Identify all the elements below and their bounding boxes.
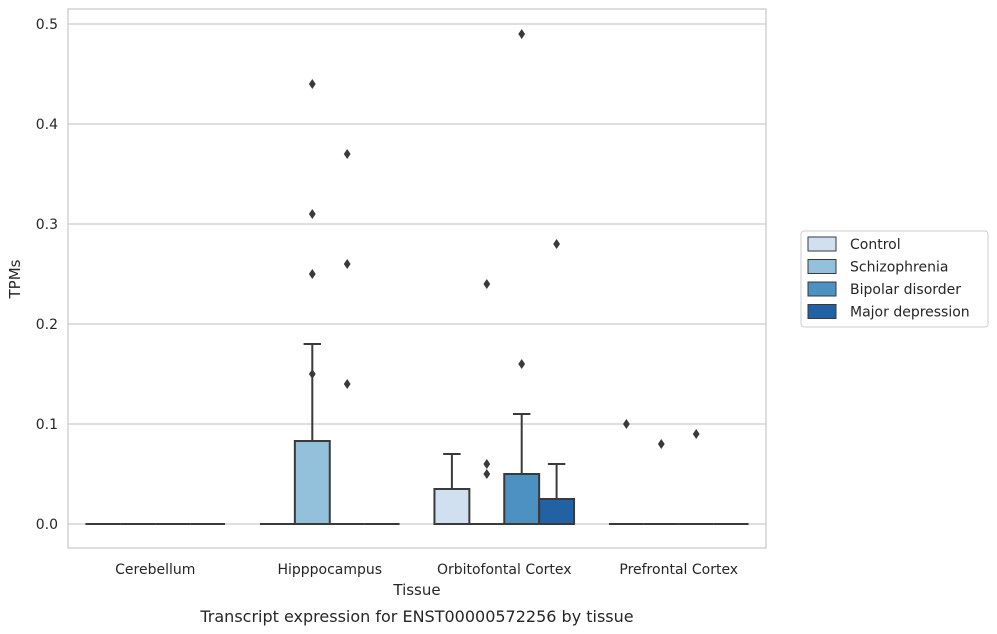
outlier-point [343, 149, 351, 159]
box [503, 473, 541, 525]
outlier-point [518, 359, 526, 369]
legend-items: Control Schizophrenia Bipolar disorder Majo… [807, 236, 970, 321]
y-tick-labels: 0.0 0.1 0.2 0.3 0.4 0.5 [36, 17, 58, 533]
outlier-point [308, 209, 316, 219]
outlier-point [343, 379, 351, 389]
outlier-point [308, 79, 316, 89]
outlier-point [343, 259, 351, 269]
plot-frame [67, 8, 767, 549]
legend-swatch [807, 236, 837, 252]
boxes [85, 29, 749, 525]
x-tick-labels: Cerebellum Hipppocampus Orbitofontal Corte… [115, 562, 738, 578]
legend-label: Major depression [850, 305, 970, 321]
y-tick-label: 0.2 [36, 317, 58, 333]
outlier-point [657, 439, 665, 449]
box-group [678, 429, 714, 525]
legend-label: Schizophrenia [850, 260, 948, 276]
outlier-point [308, 269, 316, 279]
outlier-point [483, 469, 491, 479]
y-tick-label: 0.0 [36, 517, 58, 533]
legend-swatch [807, 259, 837, 274]
x-tick-label: Cerebellum [115, 562, 195, 578]
box [538, 498, 576, 525]
box-group [538, 239, 576, 525]
box-group [469, 279, 505, 525]
y-axis-label: TPMs [6, 259, 24, 299]
legend-swatch [807, 281, 837, 297]
legend: Control Schizophrenia Bipolar disorder Majo… [800, 230, 989, 328]
outlier-point [483, 279, 491, 289]
legend-swatch [807, 304, 837, 319]
outlier-point [623, 419, 630, 429]
outlier-point [518, 29, 526, 39]
box-group [293, 79, 331, 525]
box-group [503, 29, 541, 525]
legend-label: Control [850, 237, 901, 253]
legend-frame [800, 230, 989, 328]
y-tick-label: 0.3 [36, 217, 58, 233]
box [293, 440, 331, 525]
box-group [643, 439, 679, 525]
box-group [608, 419, 644, 525]
x-axis-label: Tissue [392, 581, 440, 599]
y-tick-label: 0.5 [36, 17, 58, 33]
outlier-point [483, 459, 491, 469]
y-tick-label: 0.4 [36, 117, 58, 133]
outlier-point [553, 239, 560, 249]
box-group [433, 453, 471, 525]
box [433, 488, 471, 525]
outlier-point [692, 429, 700, 439]
legend-label: Bipolar disorder [850, 282, 961, 298]
box-group [329, 149, 365, 525]
chart-caption: Transcript expression for ENST0000057225… [199, 607, 633, 626]
x-tick-label: Hipppocampus [277, 562, 382, 578]
outlier-point [308, 369, 316, 379]
y-tick-label: 0.1 [36, 417, 58, 433]
x-tick-label: Prefrontal Cortex [619, 562, 738, 578]
x-tick-label: Orbitofontal Cortex [437, 562, 572, 578]
